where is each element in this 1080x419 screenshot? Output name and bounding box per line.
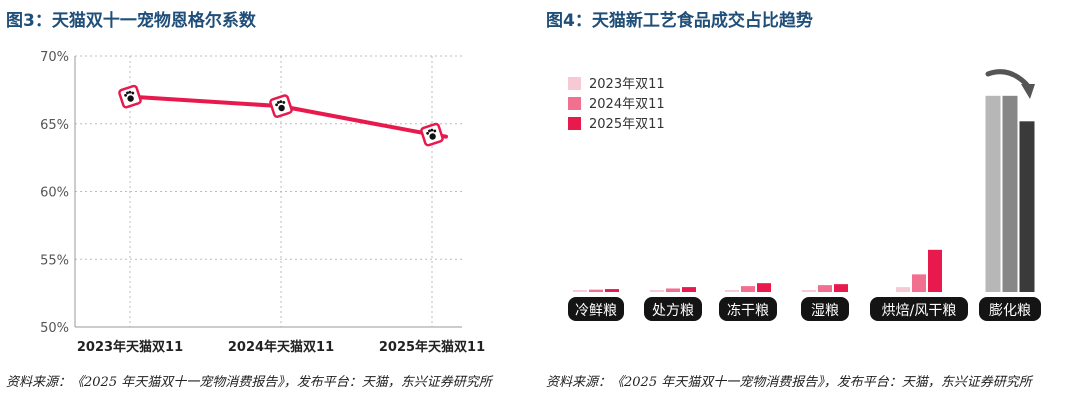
paw-toe bbox=[277, 101, 280, 104]
paw-toe bbox=[126, 91, 129, 95]
category-pill bbox=[644, 297, 702, 321]
bar bbox=[757, 283, 771, 292]
bar bbox=[985, 95, 1001, 292]
paw-marker-icon bbox=[420, 122, 444, 147]
category-label: 湿粮 bbox=[811, 303, 839, 319]
paw-pad bbox=[127, 95, 134, 102]
bar bbox=[725, 290, 739, 292]
category-label: 膨化粮 bbox=[989, 302, 1031, 319]
y-tick-label: 70% bbox=[40, 50, 69, 65]
paw-toe bbox=[282, 101, 286, 104]
arrow-head bbox=[1021, 84, 1035, 99]
bar bbox=[682, 287, 696, 292]
paw-toe bbox=[279, 100, 283, 104]
paw-marker-icon bbox=[118, 84, 142, 109]
left-source-note: 资料来源：《2025 年天猫双十一宠物消费报告》，发布平台：天猫，东兴证券研究所 bbox=[6, 375, 492, 390]
legend-swatch bbox=[568, 77, 581, 90]
x-tick-label: 2024年天猫双11 bbox=[228, 339, 334, 355]
bar bbox=[818, 285, 832, 292]
paw-toe bbox=[430, 128, 434, 132]
x-tick-label: 2023年天猫双11 bbox=[77, 339, 183, 355]
y-tick-label: 50% bbox=[40, 321, 69, 336]
y-tick-label: 65% bbox=[40, 118, 69, 133]
x-tick-label: 2025年天猫双11 bbox=[379, 339, 485, 355]
category-pill bbox=[568, 297, 624, 321]
paw-toe bbox=[426, 131, 429, 135]
category-label: 处方粮 bbox=[652, 303, 694, 319]
paw-toe bbox=[428, 129, 431, 133]
bar bbox=[1019, 121, 1035, 292]
category-label: 烘焙/风干粮 bbox=[882, 303, 957, 319]
curved-down-arrow-icon bbox=[985, 69, 1031, 89]
category-pill bbox=[801, 297, 849, 321]
category-pill bbox=[979, 297, 1041, 321]
category-pill bbox=[719, 297, 777, 321]
legend-label: 2025年双11 bbox=[589, 117, 665, 132]
paw-toe bbox=[275, 103, 278, 107]
legend-label: 2023年双11 bbox=[589, 77, 665, 92]
y-tick-label: 55% bbox=[40, 253, 69, 268]
paw-toe bbox=[128, 90, 132, 94]
bar bbox=[666, 288, 680, 292]
left-panel: 图3：天猫双十一宠物恩格尔系数 50% 55% 60% 65% 70% 2023年天猫双1… bbox=[6, 11, 492, 390]
bar bbox=[650, 290, 664, 292]
bar bbox=[589, 289, 603, 292]
paw-toe bbox=[433, 129, 437, 133]
bar bbox=[896, 287, 910, 292]
category-label: 冷鲜粮 bbox=[575, 303, 617, 319]
bar bbox=[573, 290, 587, 292]
right-figure-title: 图4：天猫新工艺食品成交占比趋势 bbox=[546, 11, 813, 31]
legend-swatch bbox=[568, 97, 581, 110]
category-label: 冻干粮 bbox=[727, 302, 769, 319]
bar bbox=[741, 286, 755, 292]
right-panel: 图4：天猫新工艺食品成交占比趋势 2023年双11 2024年双11 2025年双1… bbox=[540, 0, 1080, 419]
bar bbox=[834, 284, 848, 292]
new-process-food-bar-chart: 2023年双11 2024年双11 2025年双11 冷鲜粮 处方粮 冻干粮 湿粮 烘焙/风干… bbox=[568, 69, 1041, 321]
bar bbox=[1002, 95, 1018, 292]
engel-coefficient-line-chart: 50% 55% 60% 65% 70% 2023年天猫双11 2024年天猫双11 2025年… bbox=[40, 50, 485, 355]
paw-toe bbox=[131, 91, 135, 95]
y-tick-label: 60% bbox=[40, 186, 69, 201]
bar bbox=[912, 274, 926, 292]
legend-swatch bbox=[568, 117, 581, 130]
paw-toe bbox=[124, 93, 127, 97]
right-source-note: 资料来源：《2025 年天猫双十一宠物消费报告》，发布平台：天猫，东兴证券研究所 bbox=[546, 375, 1032, 390]
paw-pad bbox=[429, 133, 436, 140]
paw-pad bbox=[278, 104, 285, 112]
paw-marker-icon bbox=[269, 94, 293, 118]
bar bbox=[928, 249, 942, 292]
bar bbox=[605, 289, 619, 292]
category-pill bbox=[870, 297, 968, 321]
left-figure-title: 图3：天猫双十一宠物恩格尔系数 bbox=[6, 11, 256, 31]
legend-label: 2024年双11 bbox=[589, 97, 665, 112]
bar bbox=[802, 290, 816, 292]
